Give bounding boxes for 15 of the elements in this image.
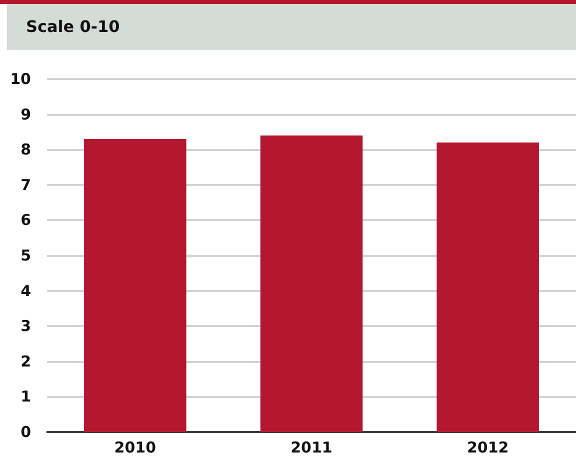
y-tick-label: 8: [20, 140, 31, 159]
y-tick-label: 2: [20, 352, 31, 370]
y-tick-label: 0: [20, 423, 31, 441]
chart-title: Scale 0-10: [26, 17, 120, 36]
y-tick-label: 3: [20, 317, 31, 336]
x-tick-label: 2010: [114, 438, 156, 456]
y-tick-label: 4: [20, 282, 31, 300]
y-tick-label: 9: [20, 105, 31, 124]
x-tick-label: 2011: [290, 438, 332, 456]
y-tick-label: 1: [20, 388, 31, 406]
y-tick-label: 7: [20, 176, 31, 194]
y-tick-label: 6: [20, 211, 31, 230]
y-tick-label: 5: [20, 246, 31, 264]
y-tick-label: 10: [10, 70, 31, 88]
x-tick-label: 2012: [466, 438, 509, 456]
